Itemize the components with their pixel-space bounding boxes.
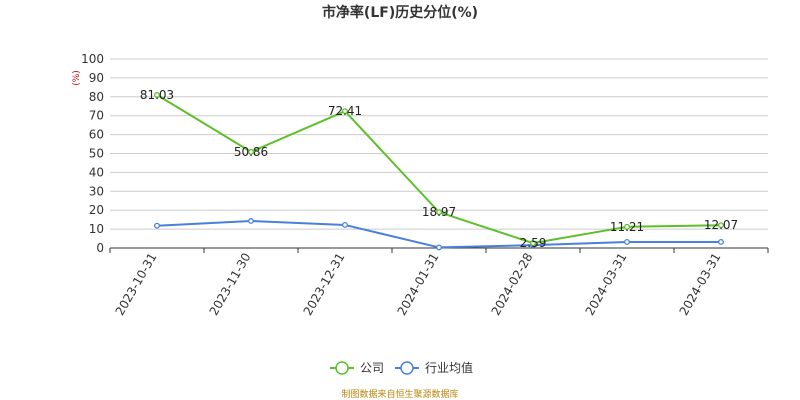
y-tick-label: 30 (89, 184, 104, 198)
y-unit-label: (%) (72, 70, 82, 86)
y-tick-label: 70 (89, 109, 104, 123)
x-tick-label: 2024-03-31 (583, 251, 630, 318)
y-tick-label: 20 (89, 203, 104, 217)
legend-label: 公司 (360, 361, 384, 375)
source-note: 制图数据来自恒生聚源数据库 (341, 388, 458, 400)
legend-label: 行业均值 (425, 360, 473, 375)
x-tick-label: 2023-10-31 (113, 251, 160, 318)
data-label: 2.59 (520, 236, 547, 250)
x-tick-label: 2023-12-31 (301, 251, 348, 318)
legend-item-1[interactable]: 行业均值 (395, 360, 473, 375)
y-tick-label: 50 (89, 147, 104, 161)
data-label: 81.03 (140, 88, 174, 102)
data-point (624, 223, 630, 230)
data-point (436, 244, 442, 251)
data-point (342, 108, 348, 115)
legend-marker (400, 361, 414, 375)
data-labels: 81.03 50.86 72.41 18.97 2.59 11.21 12.07 (140, 88, 738, 250)
data-point (248, 218, 254, 224)
x-tick-label: 2024-03-31 (677, 251, 724, 318)
chart-title: 市净率(LF)历史分位(%) (322, 4, 478, 21)
legend-item-0[interactable]: 公司 (330, 361, 384, 375)
data-point (436, 209, 442, 216)
data-label: 18.97 (422, 205, 456, 219)
data-point (154, 222, 160, 229)
y-tick-label: 40 (89, 165, 104, 179)
data-point (624, 239, 630, 245)
x-tick-label: 2023-11-30 (207, 251, 254, 318)
data-point (154, 91, 160, 98)
data-point (530, 240, 536, 247)
x-axis-ticks: 2023-10-31 2023-11-30 2023-12-31 2024-01-31… (113, 251, 724, 318)
legend-marker (335, 361, 349, 375)
gridlines (110, 58, 768, 249)
data-label: 72.41 (328, 104, 362, 118)
y-tick-label: 80 (89, 90, 104, 104)
y-tick-label: 10 (89, 222, 104, 236)
data-point (718, 239, 724, 245)
series-lines (154, 91, 724, 251)
data-label: 12.07 (704, 218, 738, 232)
data-point (718, 222, 724, 229)
y-tick-label: 60 (89, 128, 104, 142)
x-tick-label: 2024-01-31 (395, 251, 442, 318)
y-axis-ticks: 0 10 20 30 40 50 60 70 80 90 100 (81, 52, 104, 255)
data-point (342, 221, 348, 228)
data-label: 50.86 (234, 145, 268, 159)
x-tick-label: 2024-02-28 (489, 251, 536, 318)
y-tick-label: 90 (89, 71, 104, 85)
legend[interactable]: 公司 行业均值 (330, 360, 473, 375)
data-point (248, 148, 254, 155)
data-label: 11.21 (610, 220, 644, 234)
y-tick-label: 0 (96, 241, 104, 255)
y-tick-label: 100 (81, 52, 104, 66)
